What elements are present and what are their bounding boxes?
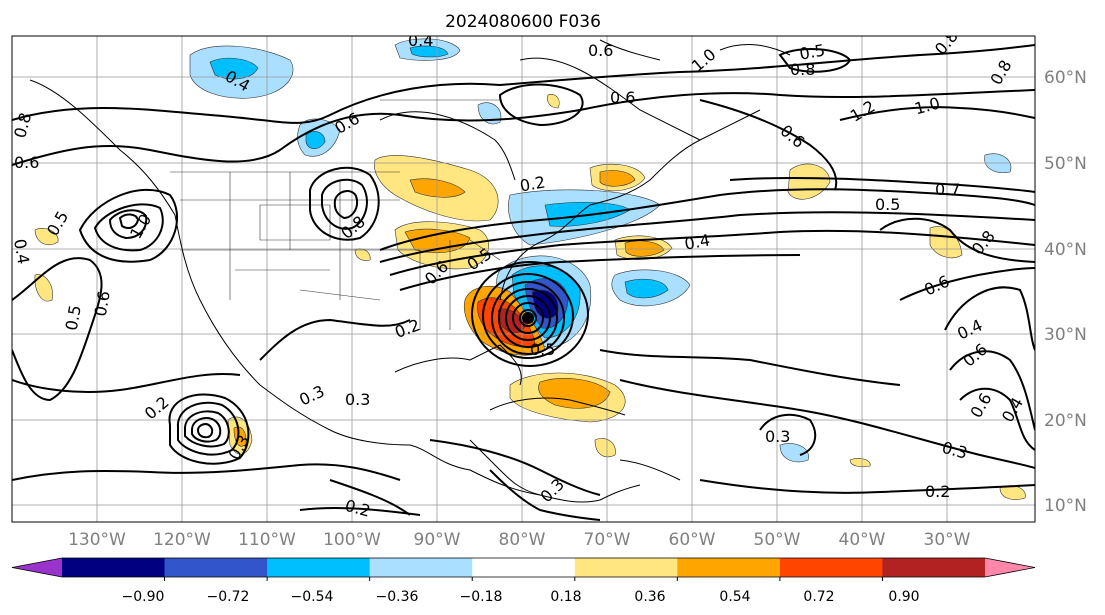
fill-yellow-10 <box>849 458 871 468</box>
fill-yellow-7 <box>34 228 59 245</box>
lon-label: 60°W <box>669 530 716 550</box>
colorbar-tick-label: −0.72 <box>207 589 250 605</box>
colorbar <box>11 557 1036 581</box>
longitude-axis: 130°W 120°W 110°W 100°W 90°W 80°W 70°W 6… <box>68 530 971 550</box>
contour-label: 0.6 <box>610 88 635 107</box>
fill-orange-1 <box>409 178 466 198</box>
anomaly-fills <box>34 38 1026 500</box>
colorbar-tick-label: 0.72 <box>803 589 834 605</box>
contour-label: 0.4 <box>408 31 433 50</box>
colorbar-segment <box>677 558 781 577</box>
colorbar-tick-label: 0.54 <box>719 589 750 605</box>
colorbar-tick-label: −0.18 <box>460 589 503 605</box>
fill-blue-north-4 <box>409 45 449 58</box>
lat-label: 40°N <box>1044 240 1087 260</box>
map-frame <box>11 35 1036 523</box>
lon-label: 120°W <box>153 530 211 550</box>
colorbar-tick-label: 0.90 <box>888 589 919 605</box>
fill-yellow-8 <box>34 274 53 302</box>
colorbar-outline <box>11 557 1036 578</box>
colorbar-segment <box>369 558 473 577</box>
fill-blue-5 <box>477 102 502 125</box>
contour-label: 0.3 <box>765 427 790 446</box>
colorbar-tick-label: −0.90 <box>122 589 165 605</box>
lon-label: 90°W <box>414 530 461 550</box>
contour-label: 0.3 <box>345 390 370 409</box>
lat-label: 50°N <box>1044 154 1087 174</box>
contour-label: 0.7 <box>935 180 960 199</box>
contour-label: 0.2 <box>518 172 546 195</box>
fill-blue-north-2 <box>209 57 259 80</box>
contour-label: 0.5 <box>798 40 826 63</box>
lon-label: 110°W <box>238 530 296 550</box>
latitude-axis: 60°N 50°N 40°N 30°N 20°N 10°N <box>1044 68 1087 516</box>
colorbar-segment <box>164 558 268 577</box>
fill-yellow-13 <box>547 94 560 109</box>
lat-label: 20°N <box>1044 411 1087 431</box>
colorbar-segment <box>62 558 166 577</box>
contour-label: 0.8 <box>790 60 815 79</box>
contour-label: 0.4 <box>10 237 33 265</box>
map-title: 2024080600 F036 <box>445 12 601 32</box>
lon-label: 130°W <box>68 530 126 550</box>
fill-blue-atl2 <box>624 278 669 299</box>
fill-orange-3 <box>599 170 636 187</box>
colorbar-extend-low <box>12 558 62 577</box>
contour-label: 0.6 <box>91 289 114 317</box>
lon-label: 50°W <box>754 530 801 550</box>
fill-blue-se <box>779 443 809 463</box>
fill-blue-4 <box>305 131 326 150</box>
lon-label: 70°W <box>584 530 631 550</box>
contour-label: 0.5 <box>530 340 555 359</box>
colorbar-tick-label: 0.18 <box>550 589 581 605</box>
colorbar-ticks: −0.90 −0.72 −0.54 −0.36 −0.18 0.18 0.36 … <box>122 589 920 605</box>
colorbar-extend-high <box>985 558 1035 577</box>
contour-lines <box>12 44 1035 521</box>
lon-label: 40°W <box>839 530 886 550</box>
fill-yellow-6 <box>929 226 963 259</box>
colorbar-segment <box>882 558 986 577</box>
contour-label: 0.4 <box>683 230 711 253</box>
lat-label: 10°N <box>1044 496 1087 516</box>
colorbar-tick-label: −0.36 <box>376 589 419 605</box>
colorbar-segment <box>779 558 883 577</box>
lon-label: 80°W <box>499 530 546 550</box>
lat-label: 30°N <box>1044 325 1087 345</box>
contour-label: 0.5 <box>62 304 85 332</box>
lon-label: 30°W <box>924 530 971 550</box>
contour-label: 0.2 <box>925 482 950 501</box>
colorbar-tick-label: 0.36 <box>634 589 665 605</box>
contour-label: 0.6 <box>14 153 39 172</box>
colorbar-segment <box>267 558 371 577</box>
hurricane-center <box>522 312 534 324</box>
contour-label: 0.8 <box>10 111 35 141</box>
colorbar-tick-label: −0.54 <box>291 589 334 605</box>
lon-label: 100°W <box>323 530 381 550</box>
fill-yellow-9 <box>594 438 616 458</box>
contour-label: 0.6 <box>588 41 613 60</box>
colorbar-segment <box>472 558 576 577</box>
colorbar-segment <box>574 558 678 577</box>
map-area: 0.8 0.6 0.5 0.4 1.0 0.8 0.5 0.6 0.6 1.0 … <box>10 31 1035 522</box>
lat-label: 60°N <box>1044 68 1087 88</box>
contour-label: 0.5 <box>875 195 900 214</box>
